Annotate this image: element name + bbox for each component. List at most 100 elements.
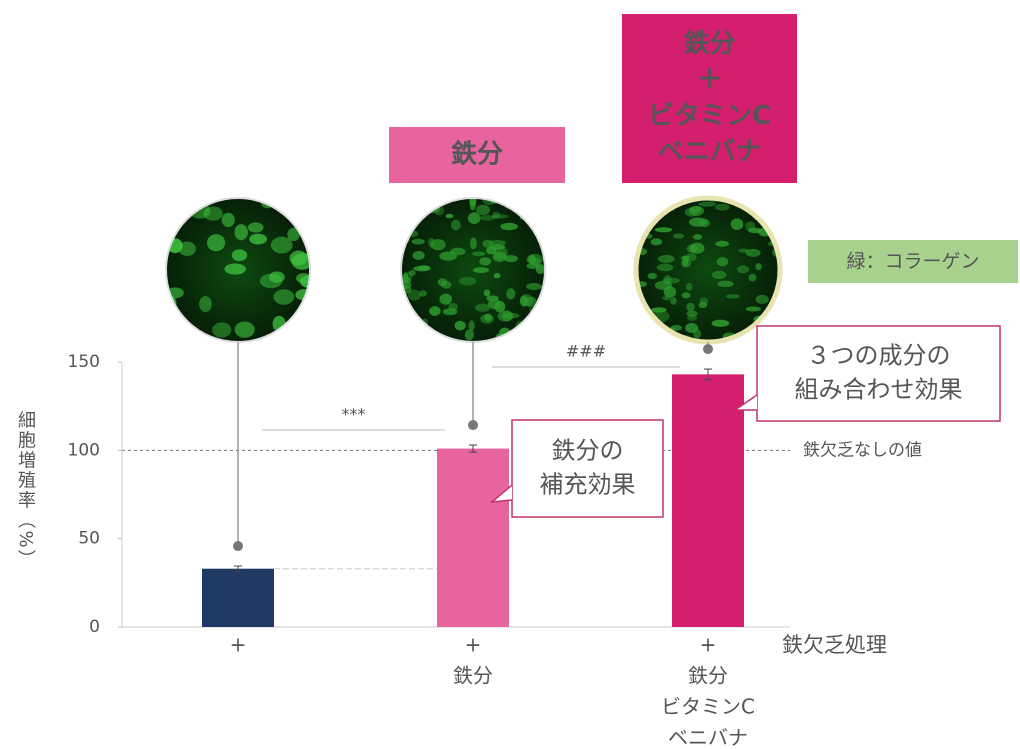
cell: [526, 262, 539, 270]
cell: [428, 198, 447, 204]
cell: [464, 329, 475, 341]
x-tick-label: +: [465, 633, 482, 657]
cell: [476, 204, 491, 216]
cell: [654, 227, 673, 233]
connector-dot: [703, 344, 713, 355]
panel-label: ベニバナ: [657, 137, 761, 167]
cell: [203, 206, 223, 221]
cell: [670, 297, 677, 305]
cell: [504, 255, 518, 263]
cell: [247, 222, 264, 233]
cell: [287, 227, 300, 242]
cell: [639, 214, 647, 222]
panel-label: ＋: [696, 65, 722, 95]
cell: [479, 215, 496, 221]
cell: [650, 238, 663, 246]
cell: [483, 289, 491, 297]
cell: [730, 218, 744, 230]
cell: [745, 221, 756, 232]
cell: [166, 309, 180, 327]
cell: [439, 293, 453, 305]
cell: [439, 251, 458, 261]
cell: [484, 313, 493, 321]
callout-text: 鉄分の: [552, 437, 624, 465]
cell: [408, 269, 416, 276]
cell: [647, 272, 658, 280]
cell: [685, 322, 699, 334]
cell: [637, 306, 645, 315]
y-axis-label: 細胞増殖率（%）: [15, 410, 36, 569]
cell: [479, 257, 492, 266]
cell: [492, 211, 501, 219]
cell: [475, 303, 491, 312]
x-tick-label: 鉄分: [453, 664, 493, 688]
y-tick-label: 150: [68, 352, 100, 372]
cell: [408, 199, 417, 208]
cell: [249, 233, 268, 245]
panel-label: 鉄分: [683, 28, 735, 59]
error-bar: [469, 444, 477, 453]
panel-label: ビタミンC: [648, 101, 771, 131]
y-tick-label: 50: [78, 529, 100, 549]
cell: [467, 212, 481, 225]
cell: [458, 276, 477, 286]
cell: [276, 329, 297, 342]
cell: [637, 324, 654, 337]
cell: [745, 306, 761, 312]
cell: [407, 289, 422, 301]
cell: [492, 251, 507, 262]
cell: [402, 272, 409, 284]
cell: [468, 320, 475, 331]
bar: [202, 568, 274, 627]
cell: [493, 246, 508, 259]
cell: [423, 198, 439, 205]
cell: [653, 328, 660, 337]
y-tick-label: 100: [68, 440, 100, 460]
cell: [296, 273, 310, 284]
cell: [167, 323, 191, 337]
cell: [656, 263, 674, 272]
cell: [448, 302, 458, 312]
x-tick-label: 鉄分: [688, 664, 728, 688]
cell: [429, 306, 441, 316]
cell: [698, 201, 717, 207]
cell: [401, 319, 409, 331]
cell: [657, 254, 675, 263]
cell: [698, 301, 708, 308]
cell: [221, 212, 235, 228]
bar: [672, 374, 744, 627]
collagen-image: [636, 198, 780, 342]
cell: [493, 272, 501, 279]
cell: [506, 288, 516, 300]
cell: [291, 253, 310, 270]
cell: [768, 199, 778, 204]
cell: [426, 332, 434, 337]
cell: [472, 267, 490, 274]
cell: [488, 298, 501, 310]
cell: [488, 240, 507, 246]
cell: [681, 292, 691, 299]
cell: [663, 275, 672, 284]
cell: [295, 198, 310, 205]
cell: [199, 295, 212, 313]
image-bg: [636, 198, 780, 342]
cell: [716, 257, 729, 267]
cell: [528, 328, 541, 336]
cell: [519, 295, 528, 307]
cell: [273, 289, 295, 305]
cell: [528, 254, 536, 264]
cell: [450, 219, 461, 231]
callout-box: [511, 419, 664, 518]
cell: [404, 271, 413, 281]
cell: [445, 213, 454, 219]
cell: [501, 310, 513, 322]
cell: [755, 263, 762, 271]
significance-label: ***: [342, 405, 366, 424]
bar: [437, 448, 509, 627]
cell: [686, 310, 698, 317]
cell: [270, 236, 293, 254]
error-bar: [704, 368, 712, 381]
cell: [636, 324, 642, 331]
callout-text: 組み合わせ効果: [795, 376, 963, 404]
